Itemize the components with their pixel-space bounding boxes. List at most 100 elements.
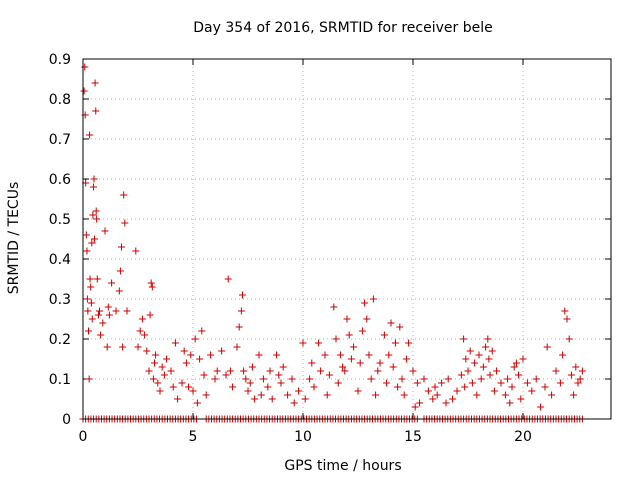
data-point xyxy=(576,375,584,383)
data-point xyxy=(475,351,483,359)
data-point xyxy=(84,307,92,315)
data-point xyxy=(279,363,287,371)
data-point xyxy=(517,395,525,403)
data-point xyxy=(147,279,155,287)
y-tick-label: 0.7 xyxy=(49,132,71,148)
data-point xyxy=(187,351,195,359)
data-point xyxy=(226,367,234,375)
data-point xyxy=(468,379,476,387)
data-point xyxy=(396,323,404,331)
data-point xyxy=(277,379,285,387)
data-point xyxy=(462,355,470,363)
y-tick-label: 0.8 xyxy=(49,92,71,108)
data-point xyxy=(115,287,123,295)
data-point xyxy=(345,331,353,339)
data-point xyxy=(537,403,545,411)
data-point xyxy=(552,367,560,375)
data-point xyxy=(97,331,105,339)
data-point xyxy=(493,367,501,375)
data-point xyxy=(374,367,382,375)
data-point xyxy=(266,367,274,375)
data-point xyxy=(310,383,318,391)
data-point xyxy=(143,347,151,355)
data-point xyxy=(433,391,441,399)
y-tick-label: 0.9 xyxy=(49,52,71,68)
data-point xyxy=(85,327,92,335)
data-point xyxy=(559,351,567,359)
data-point xyxy=(239,291,246,299)
data-point xyxy=(136,327,144,335)
data-point xyxy=(118,243,125,251)
data-point xyxy=(416,399,424,407)
data-point xyxy=(255,351,263,359)
data-point xyxy=(490,387,498,395)
data-point xyxy=(167,367,175,375)
data-point xyxy=(464,367,472,375)
chart-title: Day 354 of 2016, SRMTID for receiver bel… xyxy=(193,20,492,36)
data-point xyxy=(248,363,256,371)
plot-frame xyxy=(82,58,612,420)
data-point xyxy=(413,379,421,387)
data-point xyxy=(504,375,512,383)
data-point xyxy=(222,371,230,379)
data-point xyxy=(438,379,446,387)
data-point xyxy=(528,387,536,395)
data-point xyxy=(389,363,397,371)
data-point xyxy=(120,191,128,199)
data-point xyxy=(380,331,388,339)
data-point xyxy=(191,335,199,343)
data-point xyxy=(343,315,351,323)
data-point xyxy=(146,311,154,319)
data-point xyxy=(394,383,402,391)
data-point xyxy=(86,275,94,283)
data-point xyxy=(121,219,129,227)
data-point xyxy=(543,343,551,351)
data-point xyxy=(354,387,362,395)
data-point xyxy=(237,307,245,315)
data-point xyxy=(108,279,116,287)
data-point xyxy=(132,247,140,255)
data-point xyxy=(207,351,215,359)
data-point xyxy=(409,367,417,375)
data-point xyxy=(112,307,120,315)
data-point xyxy=(317,367,325,375)
data-point xyxy=(431,383,439,391)
x-tick-label: 5 xyxy=(189,429,198,445)
data-point xyxy=(218,347,226,355)
data-point xyxy=(158,363,166,371)
data-point xyxy=(306,375,314,383)
data-point xyxy=(358,327,366,335)
data-point xyxy=(92,207,100,215)
data-point xyxy=(163,355,171,363)
data-point xyxy=(453,387,461,395)
x-tick-label: 10 xyxy=(294,429,312,445)
data-point xyxy=(308,359,316,367)
data-point xyxy=(567,371,575,379)
y-axis-label: SRMTID / TECUs xyxy=(6,182,22,295)
data-point xyxy=(449,395,457,403)
data-point xyxy=(273,351,281,359)
data-point xyxy=(103,343,111,351)
data-point xyxy=(442,399,450,407)
data-point xyxy=(506,399,514,407)
data-point xyxy=(556,379,564,387)
data-point xyxy=(96,307,103,315)
data-point xyxy=(290,399,298,407)
data-point xyxy=(457,371,465,379)
data-point xyxy=(341,367,349,375)
data-point xyxy=(82,231,90,239)
data-point xyxy=(570,391,578,399)
data-point xyxy=(572,363,580,371)
data-point xyxy=(138,315,146,323)
data-point xyxy=(466,347,474,355)
data-point xyxy=(548,391,556,399)
y-tick-label: 0 xyxy=(62,412,71,428)
data-point xyxy=(235,323,243,331)
data-point xyxy=(86,131,94,139)
data-point xyxy=(81,63,89,71)
data-point xyxy=(336,351,344,359)
data-point xyxy=(149,375,157,383)
data-point xyxy=(213,367,221,375)
data-point xyxy=(424,387,432,395)
